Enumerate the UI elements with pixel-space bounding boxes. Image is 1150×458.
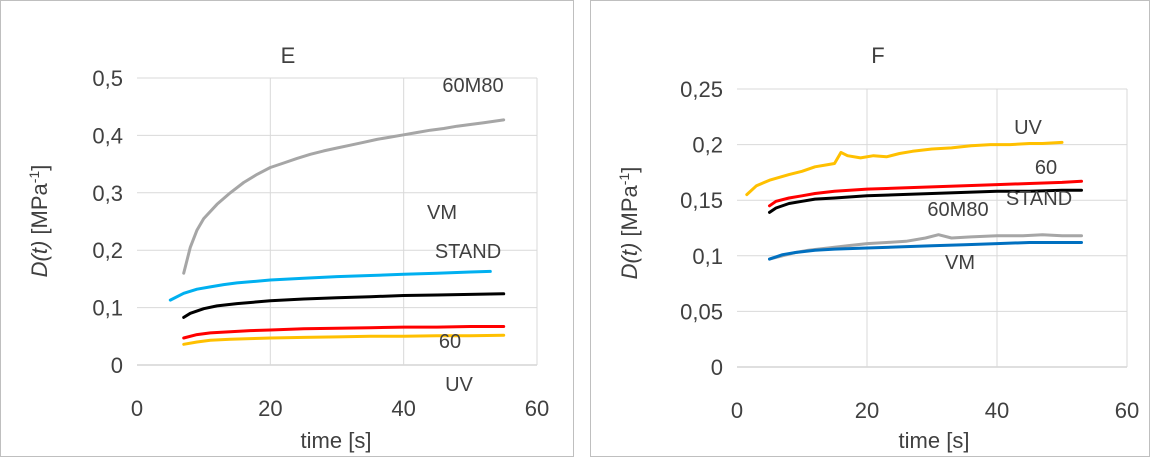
x-axis-label: time [s] bbox=[899, 428, 970, 453]
y-axis-variable: D(t) bbox=[617, 243, 642, 280]
y-axis-label: D(t) [MPa-1] bbox=[26, 165, 52, 278]
series-label: UV bbox=[445, 374, 473, 396]
y-tick-label: 0,1 bbox=[92, 296, 123, 321]
x-tick-label: 0 bbox=[131, 396, 143, 421]
y-tick-label: 0,2 bbox=[692, 133, 723, 158]
y-tick-label: 0,25 bbox=[680, 77, 723, 102]
x-tick-label: 0 bbox=[731, 398, 743, 423]
x-tick-label: 60 bbox=[1115, 398, 1139, 423]
y-tick-label: 0,5 bbox=[92, 66, 123, 91]
series-line-60 bbox=[768, 179, 1083, 208]
series-label: VM bbox=[427, 202, 457, 224]
x-tick-label: 20 bbox=[258, 396, 282, 421]
y-axis-unit-close: ] bbox=[27, 165, 52, 171]
series-line-vm bbox=[768, 241, 1083, 261]
series-label: VM bbox=[945, 252, 975, 274]
y-tick-label: 0,15 bbox=[680, 188, 723, 213]
series-line-uv bbox=[745, 140, 1064, 197]
y-tick-label: 0,2 bbox=[92, 238, 123, 263]
y-axis-unit-exponent: -1 bbox=[616, 173, 632, 186]
y-tick-label: 0 bbox=[111, 353, 123, 378]
series-label: 60 bbox=[439, 331, 461, 353]
y-axis-label: D(t) [MPa-1] bbox=[616, 167, 642, 280]
y-axis-unit: [MPa bbox=[27, 182, 52, 240]
chart-title: E bbox=[281, 43, 296, 68]
series-label: STAND bbox=[435, 241, 501, 263]
y-tick-label: 0,3 bbox=[92, 181, 123, 206]
y-tick-label: 0,1 bbox=[692, 244, 723, 269]
series-label: 60 bbox=[1035, 157, 1057, 179]
y-tick-label: 0 bbox=[711, 355, 723, 380]
series-label: STAND bbox=[1006, 188, 1072, 210]
series-line-60m80 bbox=[182, 118, 506, 275]
y-axis-unit: [MPa bbox=[617, 184, 642, 242]
x-tick-label: 40 bbox=[985, 398, 1009, 423]
series-label: UV bbox=[1014, 117, 1042, 139]
x-tick-label: 60 bbox=[525, 396, 549, 421]
chart-title: F bbox=[871, 43, 884, 68]
y-tick-label: 0,4 bbox=[92, 123, 123, 148]
y-axis-variable: D(t) bbox=[27, 241, 52, 278]
series-line-60 bbox=[182, 325, 506, 340]
series-line-uv bbox=[182, 333, 506, 346]
x-tick-label: 40 bbox=[391, 396, 415, 421]
y-axis-unit-exponent: -1 bbox=[26, 171, 42, 184]
series-line-stand bbox=[182, 292, 506, 319]
series-line-stand bbox=[768, 188, 1083, 214]
y-axis-unit-close: ] bbox=[617, 167, 642, 173]
y-tick-label: 0,05 bbox=[680, 299, 723, 324]
series-label: 60M80 bbox=[927, 199, 988, 221]
x-axis-label: time [s] bbox=[301, 428, 372, 453]
x-tick-label: 20 bbox=[855, 398, 879, 423]
series-line-vm bbox=[168, 269, 492, 302]
series-label: 60M80 bbox=[442, 75, 503, 97]
